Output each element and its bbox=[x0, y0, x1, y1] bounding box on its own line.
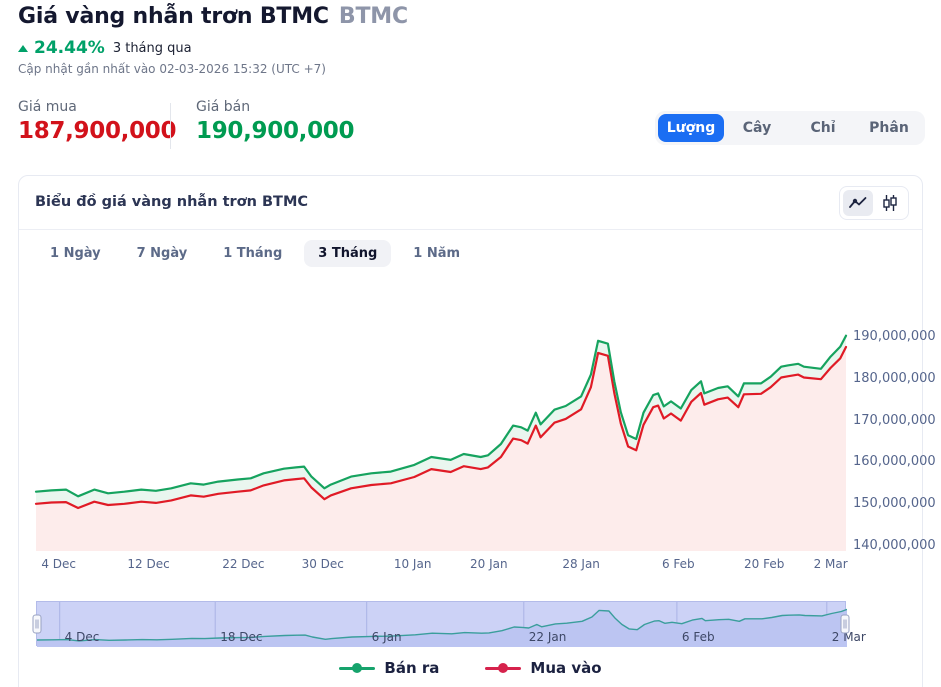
x-axis-label: 22 Dec bbox=[222, 557, 265, 571]
unit-tab-chỉ[interactable]: Chỉ bbox=[810, 120, 836, 136]
navigator-label: 6 Jan bbox=[371, 630, 402, 644]
legend-item-mua-vào[interactable]: Mua vào bbox=[485, 659, 602, 677]
range-tab-1-ngày[interactable]: 1 Ngày bbox=[50, 246, 101, 261]
legend-label: Mua vào bbox=[530, 659, 602, 677]
x-axis-label: 20 Jan bbox=[469, 557, 508, 571]
unit-tab-cây[interactable]: Cây bbox=[742, 120, 772, 136]
legend-dot bbox=[498, 663, 509, 673]
range-navigator[interactable]: 4 Dec 18 Dec 6 Jan 22 Jan 6 Feb 2 Mar bbox=[32, 601, 866, 647]
legend-swatch bbox=[339, 663, 376, 673]
x-axis-label: 10 Jan bbox=[393, 557, 432, 571]
x-axis-label: 12 Dec bbox=[127, 557, 170, 571]
page-title: Giá vàng nhẫn trơn BTMC BTMC bbox=[18, 4, 408, 29]
range-tabs: 1 Ngày 7 Ngày 1 Tháng 3 Tháng 1 Năm bbox=[36, 240, 474, 267]
x-axis-label: 20 Feb bbox=[744, 557, 785, 571]
sell-price-label: Giá bán bbox=[196, 99, 251, 115]
price-divider bbox=[170, 103, 171, 149]
legend-swatch bbox=[485, 663, 522, 673]
range-tab-1-năm[interactable]: 1 Năm bbox=[413, 246, 461, 261]
ticker-label: BTMC bbox=[338, 4, 408, 29]
page-title-text: Giá vàng nhẫn trơn BTMC bbox=[18, 4, 329, 29]
chart-card: Biểu đồ giá vàng nhẫn trơn BTMC bbox=[18, 175, 936, 687]
y-axis-label: 160,000,000 bbox=[853, 454, 936, 470]
y-axis-label: 180,000,000 bbox=[853, 370, 936, 386]
buy-price-block: Giá mua 187,900,000 bbox=[18, 99, 177, 144]
x-axis: 4 Dec 12 Dec 22 Dec 30 Dec 10 Jan 20 Jan 28 Ja… bbox=[19, 557, 922, 573]
legend-label: Bán ra bbox=[384, 659, 440, 677]
legend-dot bbox=[352, 663, 363, 673]
change-period: 3 tháng qua bbox=[112, 40, 192, 56]
price-chart[interactable] bbox=[19, 286, 924, 552]
drag-handle-icon[interactable] bbox=[840, 614, 850, 633]
change-row: 24.44% 3 tháng qua bbox=[18, 38, 192, 58]
x-axis-label: 2 Mar bbox=[813, 557, 848, 571]
navigator-chart bbox=[37, 602, 847, 647]
y-axis-label: 140,000,000 bbox=[853, 538, 936, 553]
y-axis-label: 190,000,000 bbox=[853, 329, 936, 344]
chart-card-header: Biểu đồ giá vàng nhẫn trơn BTMC bbox=[19, 176, 922, 229]
last-updated-text: Cập nhật gần nhất vào 02-03-2026 15:32 (… bbox=[18, 62, 326, 76]
line-chart-icon[interactable] bbox=[843, 190, 873, 216]
sell-price-block: Giá bán 190,900,000 bbox=[196, 99, 355, 144]
navigator-label: 6 Feb bbox=[681, 630, 715, 644]
range-tab-1-tháng[interactable]: 1 Tháng bbox=[223, 246, 283, 261]
buy-price-label: Giá mua bbox=[18, 99, 77, 115]
chart-legend: Bán ra Mua vào bbox=[19, 659, 922, 677]
x-axis-label: 30 Dec bbox=[301, 557, 344, 571]
sell-price-value: 190,900,000 bbox=[196, 118, 355, 144]
legend-item-bán-ra[interactable]: Bán ra bbox=[339, 659, 439, 677]
range-tab-7-ngày[interactable]: 7 Ngày bbox=[136, 246, 188, 261]
unit-tab-lượng[interactable]: Lượng bbox=[658, 114, 724, 142]
navigator-label: 18 Dec bbox=[220, 630, 263, 644]
range-tab-3-tháng[interactable]: 3 Tháng bbox=[304, 240, 392, 267]
y-axis-label: 150,000,000 bbox=[853, 496, 936, 512]
drag-handle-icon[interactable] bbox=[32, 614, 42, 633]
candlestick-icon[interactable] bbox=[875, 190, 905, 216]
x-axis-label: 6 Feb bbox=[661, 557, 695, 571]
chart-card-title: Biểu đồ giá vàng nhẫn trơn BTMC bbox=[35, 194, 309, 210]
unit-tabs: Lượng Cây Chỉ Phân bbox=[655, 111, 925, 145]
navigator-label: 2 Mar bbox=[831, 630, 866, 644]
navigator-label: 4 Dec bbox=[64, 630, 100, 644]
change-percent: 24.44% bbox=[34, 38, 105, 58]
navigator-label: 22 Jan bbox=[528, 630, 567, 644]
card-divider bbox=[19, 229, 922, 230]
up-triangle-icon bbox=[18, 44, 28, 52]
buy-price-value: 187,900,000 bbox=[18, 118, 177, 144]
x-axis-label: 28 Jan bbox=[562, 557, 600, 571]
chart-type-toggle bbox=[839, 186, 909, 220]
y-axis-label: 170,000,000 bbox=[853, 412, 936, 428]
x-axis-label: 4 Dec bbox=[41, 557, 77, 571]
unit-tab-phân[interactable]: Phân bbox=[869, 120, 909, 136]
